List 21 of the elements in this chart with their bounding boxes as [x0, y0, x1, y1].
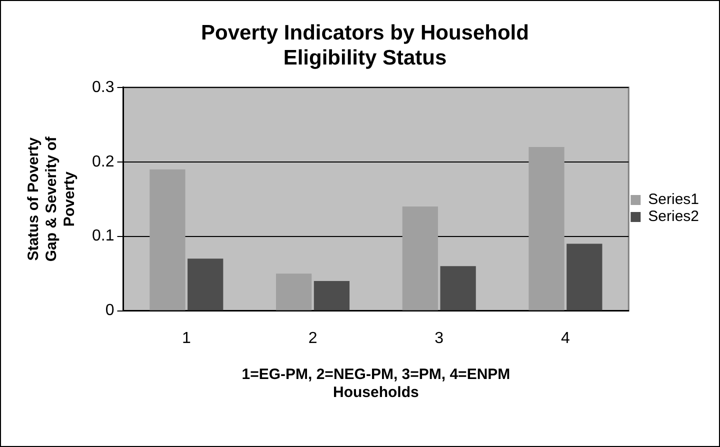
y-tick-label: 0.1 [92, 228, 114, 245]
bar [440, 266, 476, 310]
x-axis-title: 1=EG-PM, 2=NEG-PM, 3=PM, 4=ENPM Households [242, 366, 510, 402]
x-tick-label: 3 [434, 330, 444, 347]
bar [150, 169, 186, 310]
legend-label: Series1 [648, 191, 699, 208]
bar [314, 281, 350, 310]
x-tick-label: 1 [182, 330, 191, 347]
x-tick-label: 2 [308, 330, 318, 347]
x-tick-label: 4 [561, 330, 570, 347]
legend-label: Series2 [648, 208, 699, 226]
bar [566, 244, 602, 310]
bar [402, 206, 438, 310]
y-tick-label: 0.2 [92, 153, 114, 170]
chart-title: Poverty Indicators by Household Eligibility Status [201, 21, 529, 70]
bar [188, 258, 224, 310]
bar [528, 146, 564, 310]
y-axis-title: Status of Poverty Gap & Severity of Poverty [25, 136, 78, 262]
y-tick-label: 0.3 [92, 78, 114, 96]
bar [276, 274, 312, 310]
y-tick-label: 0 [105, 302, 114, 320]
